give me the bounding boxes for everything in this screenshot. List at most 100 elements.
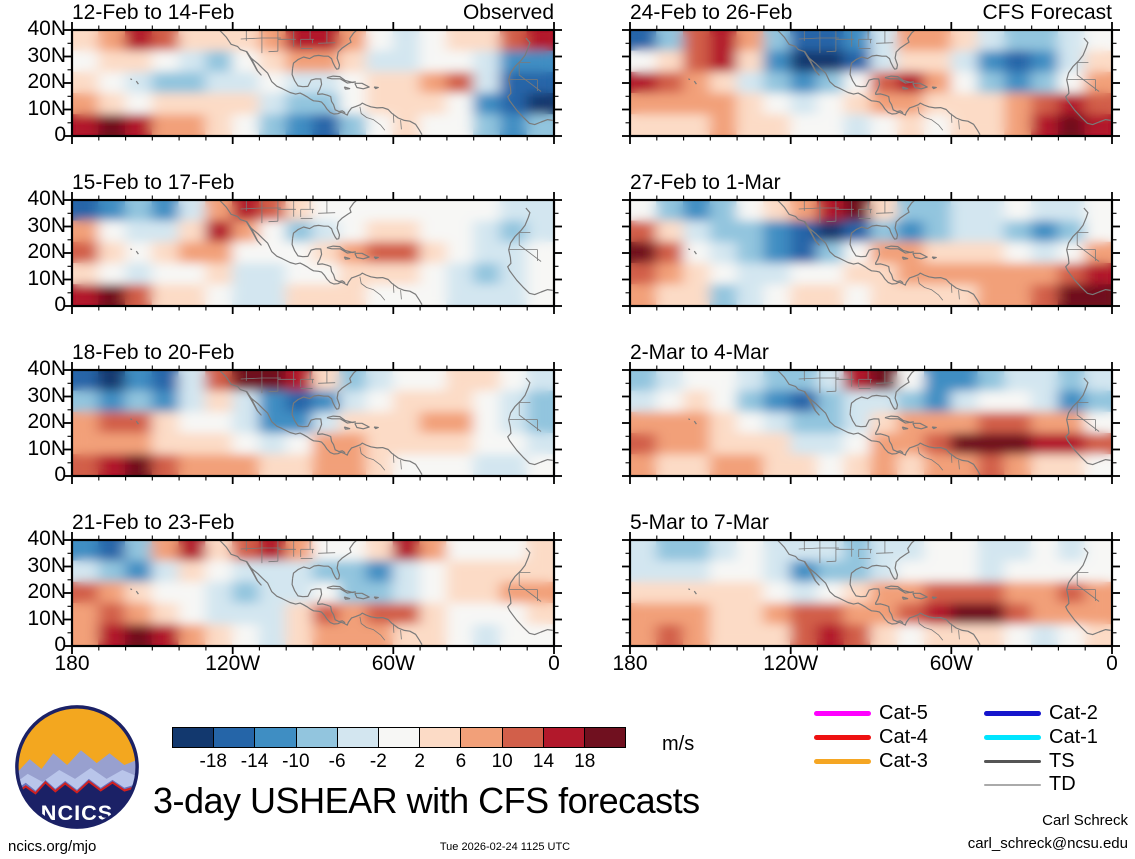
map-panel: 5-Mar to 7-Mar 180 120W 60W 0 [612,511,1120,675]
footer-timestamp: Tue 2026-02-24 1125 UTC [439,841,571,853]
coastlines [130,30,553,135]
legend-row: Cat-2 [984,702,1098,726]
y-axis-label: 0 [54,123,66,146]
legend-label: Cat-4 [879,726,928,749]
coastlines [130,200,553,305]
colorbar [172,727,626,748]
legend-label: Cat-3 [879,749,928,772]
map-panel: 24-Feb to 26-Feb CFS Forecast [622,1,1120,144]
panel-title: 12-Feb to 14-Feb [72,1,235,24]
y-axis-label: 40N [27,17,66,40]
y-axis-label: 0 [54,463,66,486]
panel-annotation: Observed [462,1,554,24]
legend-line-cat-5 [814,711,871,717]
x-axis-label: 60W [929,652,973,675]
colorbar-unit: m/s [662,733,695,755]
panel-title: 2-Mar to 4-Mar [630,341,769,364]
y-axis-label: 20N [27,580,66,603]
ncics-logo: NCICS [15,705,139,829]
coastlines [130,370,553,475]
colorbar-segment [173,728,215,747]
y-axis-label: 10N [27,96,66,120]
panel-title: 18-Feb to 20-Feb [72,341,235,364]
map-panel: 2-Mar to 4-Mar [622,341,1120,484]
legend-line-td [984,784,1041,786]
coastlines [130,540,553,645]
y-axis-label: 20N [27,70,66,93]
y-axis-label: 20N [27,240,66,263]
x-axis-label: 60W [371,652,415,675]
map-panel: 27-Feb to 1-Mar [622,171,1120,314]
axis-ticks [64,532,562,654]
axis-ticks [64,22,562,144]
panel-title: 15-Feb to 17-Feb [72,171,235,194]
y-axis-label: 40N [27,357,66,380]
colorbar-segment [420,728,462,747]
y-axis-label: 0 [54,293,66,316]
y-axis-label: 40N [27,187,66,210]
legend-label: Cat-2 [1049,702,1098,725]
legend-row: Cat-1 [984,726,1098,750]
y-axis-label: 30N [27,553,66,577]
wind-shear-map [622,362,1120,484]
footer-site-url: ncics.org/mjo [8,838,97,855]
legend-label: Cat-5 [879,702,928,725]
legend-line-ts [984,759,1041,763]
footer-credit-email: carl_schreck@ncsu.edu [967,835,1128,852]
colorbar-tick-label: -10 [282,751,310,772]
legend-label: TS [1049,749,1075,772]
y-axis-label: 30N [27,383,66,407]
wind-shear-map [622,192,1120,314]
wind-shear-map [622,22,1120,144]
y-axis-label: 30N [27,43,66,67]
colorbar-segment [502,728,544,747]
colorbar-tick-label: -18 [199,751,227,772]
legend-line-cat-4 [814,735,871,741]
axis-ticks [622,532,1120,654]
colorbar-segment [255,728,297,747]
y-axis-label: 10N [27,436,66,460]
colorbar-tick-label: -14 [240,751,269,772]
y-axis-label: 40N [27,527,66,550]
legend-line-cat-2 [984,711,1041,717]
y-axis-label: 10N [27,266,66,290]
axis-ticks [622,192,1120,314]
footer-credit-name: Carl Schreck [1042,812,1128,829]
wind-shear-map [64,532,562,654]
panel-title: 24-Feb to 26-Feb [630,1,793,24]
panel-annotation: CFS Forecast [982,1,1112,24]
colorbar-segment [378,728,421,747]
axis-ticks [64,362,562,484]
colorbar-segment [584,728,626,747]
y-axis-label: 0 [54,633,66,656]
map-panel: 12-Feb to 14-Feb Observed 40N 30N 20N 10N 0 [27,1,562,146]
map-panel: 18-Feb to 20-Feb 40N 30N 20N 10N 0 [27,341,562,486]
panel-title: 21-Feb to 23-Feb [72,511,235,534]
storm-legend-col-2: Cat-2 Cat-1 TS TD [984,702,1098,797]
colorbar-segment [214,728,256,747]
colorbar-tick-label: 10 [491,751,513,772]
x-axis-label: 180 [612,652,648,675]
panel-title: 27-Feb to 1-Mar [630,171,781,194]
x-axis-label: 0 [548,652,560,675]
figure-title: 3-day USHEAR with CFS forecasts [153,780,700,821]
coastlines [688,30,1111,135]
axis-ticks [64,192,562,314]
wind-shear-map [64,22,562,144]
x-axis-label: 180 [54,652,90,675]
colorbar-segment [461,728,503,747]
y-axis-label: 10N [27,606,66,630]
colorbar-tick-label: 6 [455,751,467,772]
x-axis-label: 120W [763,652,819,675]
wind-shear-map [64,192,562,314]
colorbar-segment [337,728,379,747]
x-axis-label: 120W [205,652,261,675]
axis-ticks [622,362,1120,484]
y-axis-label: 20N [27,410,66,433]
logo-red-ridge [16,780,138,797]
panel-title: 5-Mar to 7-Mar [630,511,769,534]
legend-label: TD [1049,773,1076,796]
legend-row: TS [984,749,1098,773]
coastlines [688,370,1111,475]
